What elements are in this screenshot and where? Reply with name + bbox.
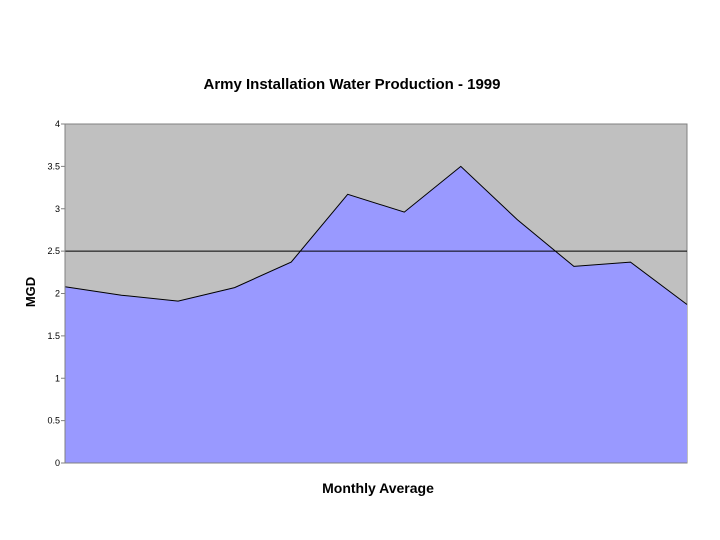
x-axis-label: Monthly Average: [322, 480, 434, 496]
tick-label-layer: 0 0.5 1 1.5 2 2.5 3 3.5 4: [47, 119, 65, 468]
chart-title: Army Installation Water Production - 199…: [203, 76, 500, 93]
y-axis-label: MGD: [23, 277, 38, 307]
y-tick-label: 1.5: [47, 331, 60, 341]
y-tick-label: 0: [55, 458, 60, 468]
y-tick-label: 3.5: [47, 161, 60, 171]
y-tick-label: 4: [55, 119, 60, 129]
y-tick-label: 2: [55, 289, 60, 299]
series-area-fill: [65, 166, 687, 463]
area-layer: [64, 165, 688, 463]
y-tick-label: 1: [55, 373, 60, 383]
y-tick-label: 3: [55, 204, 60, 214]
series-line: [64, 165, 688, 305]
y-tick-label: 2.5: [47, 246, 60, 256]
y-tick-label: 0.5: [47, 416, 60, 426]
